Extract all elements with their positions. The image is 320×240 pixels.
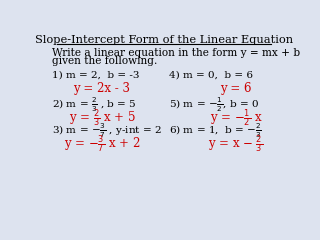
Text: y = $-\frac{1}{2}$ x: y = $-\frac{1}{2}$ x xyxy=(210,107,262,129)
Text: y = 6: y = 6 xyxy=(220,82,252,95)
Text: 4) m = 0,  b = 6: 4) m = 0, b = 6 xyxy=(169,70,253,79)
Text: given the following.: given the following. xyxy=(52,56,158,66)
Text: 5) m = $-\frac{1}{2}$, b = 0: 5) m = $-\frac{1}{2}$, b = 0 xyxy=(169,95,259,114)
Text: 1) m = 2,  b = -3: 1) m = 2, b = -3 xyxy=(52,70,140,79)
Text: 3) m = $-\frac{3}{7}$ , y-int = 2: 3) m = $-\frac{3}{7}$ , y-int = 2 xyxy=(52,121,162,140)
Text: y = $-\frac{3}{7}$ x + 2: y = $-\frac{3}{7}$ x + 2 xyxy=(64,133,140,155)
Text: 2) m = $\frac{2}{3}$ , b = 5: 2) m = $\frac{2}{3}$ , b = 5 xyxy=(52,95,137,114)
Text: Write a linear equation in the form y = mx + b: Write a linear equation in the form y = … xyxy=(52,48,300,58)
Text: y = 2x - 3: y = 2x - 3 xyxy=(74,82,131,95)
Text: y = x $-$ $\frac{2}{3}$: y = x $-$ $\frac{2}{3}$ xyxy=(208,133,263,155)
Text: 6) m = 1,  b = $-\frac{2}{3}$: 6) m = 1, b = $-\frac{2}{3}$ xyxy=(169,121,262,140)
Text: Slope-Intercept Form of the Linear Equation: Slope-Intercept Form of the Linear Equat… xyxy=(35,35,293,45)
Text: y = $\frac{2}{3}$ x + 5: y = $\frac{2}{3}$ x + 5 xyxy=(68,107,135,129)
